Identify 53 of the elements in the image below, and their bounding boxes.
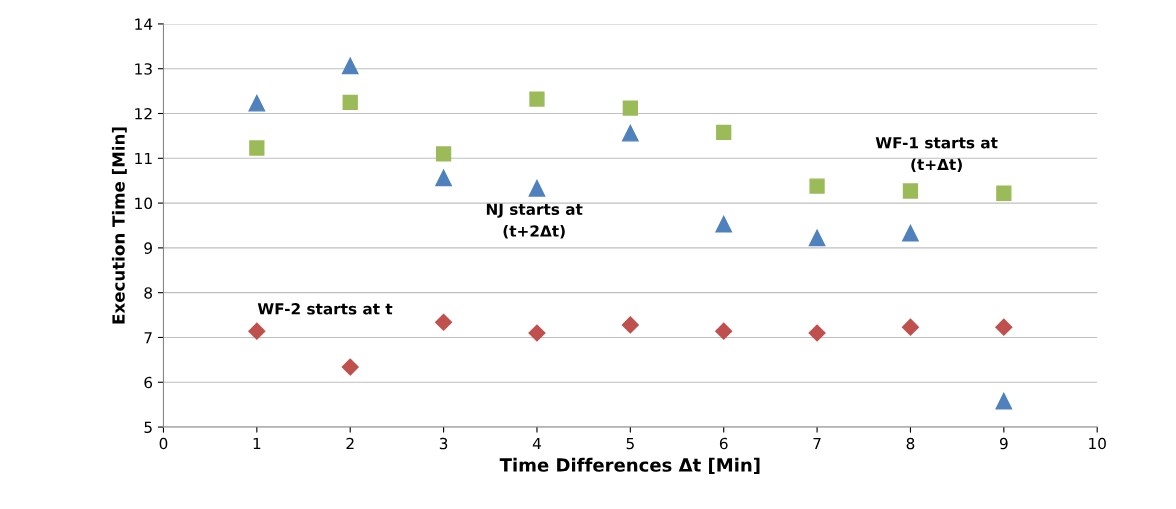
point — [435, 146, 452, 162]
point — [901, 318, 920, 336]
x-tick-label: 5 — [626, 437, 634, 450]
y-tick-label: 5 — [144, 421, 152, 434]
point — [715, 322, 733, 340]
y-tick-label: 9 — [144, 242, 152, 254]
y-tick-label: 10 — [135, 197, 153, 210]
point — [528, 179, 546, 197]
x-tick-label: 10 — [1089, 437, 1106, 450]
point — [622, 100, 638, 116]
point — [902, 224, 919, 242]
y-tick-label: 7 — [144, 332, 152, 344]
y-tick-label: 13 — [135, 63, 152, 75]
point — [902, 183, 919, 199]
x-tick-label: 3 — [439, 437, 448, 450]
point — [341, 358, 359, 376]
point — [528, 324, 546, 342]
point — [435, 169, 452, 187]
annotation: NJ starts at (t+2Δt) — [486, 203, 583, 239]
x-tick-label: 9 — [999, 437, 1008, 450]
point — [248, 322, 266, 340]
annotation: WF-2 starts at t — [257, 303, 393, 315]
point — [809, 178, 825, 194]
point — [716, 124, 732, 140]
point — [622, 124, 639, 142]
point — [341, 57, 359, 75]
x-tick-label: 4 — [532, 437, 541, 450]
point — [995, 318, 1013, 336]
point — [995, 392, 1013, 410]
point — [435, 313, 453, 331]
point — [996, 185, 1012, 201]
point — [621, 316, 639, 334]
y-axis-title: Execution Time [Min] — [111, 127, 127, 324]
y-tick-label: 6 — [144, 376, 153, 389]
point — [808, 229, 826, 247]
y-tick-label: 12 — [135, 107, 152, 120]
point — [529, 91, 545, 107]
x-tick-label: 0 — [159, 437, 168, 450]
y-tick-label: 8 — [144, 287, 152, 299]
x-tick-label: 2 — [346, 437, 354, 450]
annotation: WF-1 starts at (t+Δt) — [875, 137, 998, 173]
point — [808, 324, 826, 342]
x-tick-label: 1 — [253, 437, 261, 450]
point — [715, 215, 733, 233]
point — [248, 94, 266, 112]
x-axis-title: Time Differences Δt [Min] — [499, 457, 760, 474]
x-tick-label: 8 — [906, 437, 915, 450]
x-tick-label: 6 — [719, 437, 728, 450]
point — [342, 94, 358, 110]
point — [249, 140, 265, 156]
x-tick-label: 7 — [813, 437, 821, 450]
y-tick-label: 14 — [135, 18, 153, 30]
y-tick-label: 11 — [135, 152, 152, 165]
